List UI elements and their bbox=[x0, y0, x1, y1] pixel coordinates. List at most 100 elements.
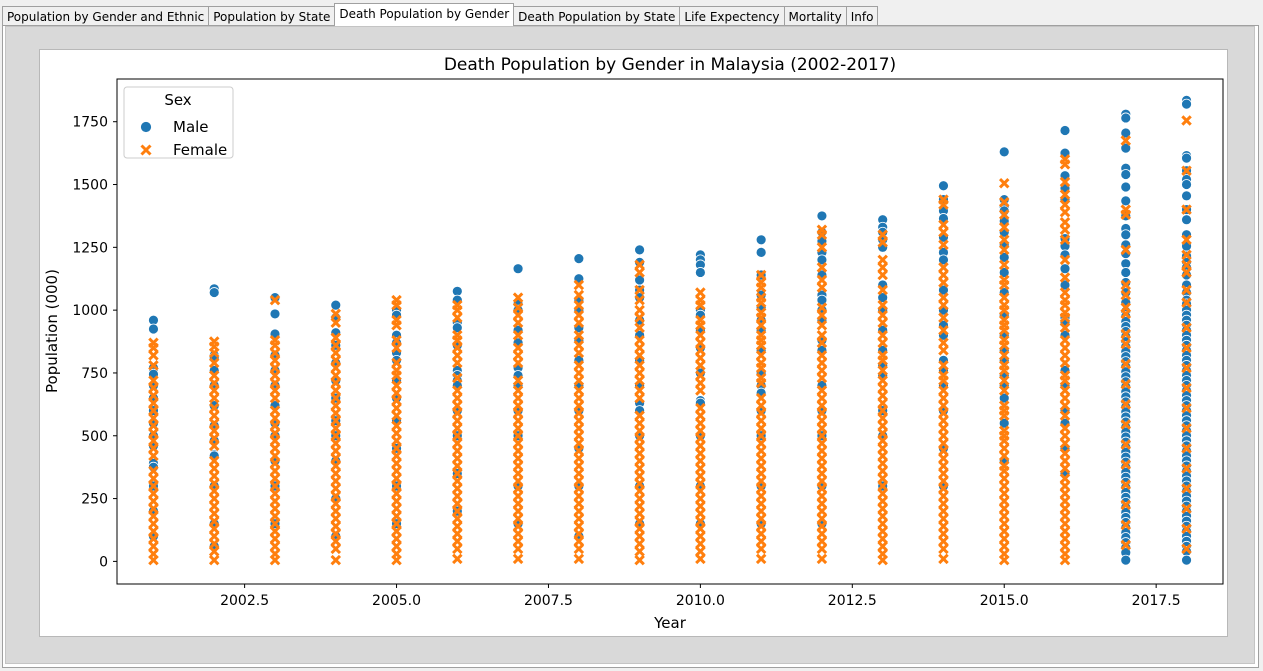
female-point-576 bbox=[1120, 419, 1132, 430]
x-tick-label-5: 2015.0 bbox=[980, 593, 1029, 609]
female-point-567 bbox=[1120, 279, 1132, 291]
male-point-304 bbox=[1181, 152, 1192, 164]
female-point-262 bbox=[634, 375, 645, 386]
female-point-473 bbox=[938, 553, 949, 565]
male-point-134 bbox=[755, 289, 767, 301]
female-point-160 bbox=[452, 372, 463, 384]
female-point-482 bbox=[998, 279, 1010, 291]
plot-area-frame bbox=[116, 78, 1224, 585]
y-tick-label-1: 250 bbox=[81, 492, 108, 508]
female-point-132 bbox=[391, 410, 402, 421]
figure-canvas: Death Population by Gender in Malaysia (… bbox=[5, 26, 1255, 664]
female-point-534 bbox=[1059, 322, 1071, 333]
female-point-437 bbox=[938, 226, 949, 238]
male-point-238 bbox=[1120, 169, 1132, 180]
female-point-517 bbox=[998, 554, 1010, 566]
tab-mortality[interactable]: Mortality bbox=[783, 6, 847, 26]
male-point-222 bbox=[1059, 263, 1071, 275]
tab-population-by-state[interactable]: Population by State bbox=[208, 6, 336, 26]
tab-info[interactable]: Info bbox=[845, 6, 879, 26]
female-point-401 bbox=[877, 299, 888, 311]
female-point-364 bbox=[816, 309, 828, 321]
female-point-478 bbox=[998, 234, 1010, 246]
male-point-169 bbox=[877, 292, 889, 303]
female-point-574 bbox=[1120, 379, 1132, 390]
female-point-41 bbox=[208, 440, 220, 452]
female-point-602 bbox=[1181, 523, 1192, 534]
female-point-472 bbox=[938, 543, 949, 555]
female-point-447 bbox=[938, 345, 949, 356]
male-point-234 bbox=[1120, 112, 1132, 124]
female-point-256 bbox=[634, 322, 645, 333]
female-point-297 bbox=[695, 385, 706, 396]
legend-box bbox=[123, 86, 234, 159]
tab-population-by-gender-and-ethnic[interactable]: Population by Gender and Ethnic bbox=[2, 6, 210, 26]
male-point-31 bbox=[269, 308, 281, 320]
female-point-597 bbox=[1181, 422, 1192, 434]
female-point-565 bbox=[1120, 209, 1132, 220]
female-point-498 bbox=[998, 410, 1010, 421]
female-point-444 bbox=[938, 312, 949, 323]
male-point-184 bbox=[938, 254, 949, 266]
data-points bbox=[148, 94, 1192, 566]
male-point-150 bbox=[816, 254, 828, 266]
male-point-69 bbox=[451, 322, 463, 334]
male-point-310 bbox=[1181, 214, 1192, 226]
female-point-591 bbox=[1181, 297, 1192, 308]
female-point-120 bbox=[391, 299, 402, 311]
female-point-329 bbox=[755, 340, 767, 351]
female-point-578 bbox=[1120, 459, 1132, 470]
female-point-476 bbox=[998, 209, 1010, 220]
female-point-582 bbox=[1120, 539, 1132, 551]
male-point-202 bbox=[998, 251, 1010, 263]
x-tick-label-0: 2002.5 bbox=[220, 593, 269, 609]
female-point-151 bbox=[391, 554, 402, 566]
female-point-443 bbox=[938, 299, 949, 311]
female-point-184 bbox=[512, 292, 524, 303]
female-point-523 bbox=[1059, 206, 1071, 218]
female-point-550 bbox=[1059, 463, 1071, 474]
female-point-154 bbox=[452, 312, 463, 323]
x-tick-label-4: 2012.5 bbox=[828, 593, 877, 609]
female-point-214 bbox=[512, 543, 524, 555]
female-point-284 bbox=[634, 554, 645, 566]
female-point-159 bbox=[452, 357, 463, 369]
male-point-131 bbox=[755, 234, 767, 246]
female-point-3 bbox=[148, 360, 159, 371]
female-point-371 bbox=[816, 372, 828, 384]
female-point-594 bbox=[1181, 362, 1192, 374]
female-point-485 bbox=[998, 304, 1010, 316]
male-point-223 bbox=[1059, 279, 1071, 291]
female-point-543 bbox=[1059, 400, 1071, 411]
female-point-563 bbox=[1120, 135, 1132, 146]
tab-death-population-by-gender[interactable]: Death Population by Gender bbox=[334, 3, 515, 26]
female-point-31 bbox=[208, 357, 220, 369]
female-point-581 bbox=[1120, 519, 1132, 531]
female-point-475 bbox=[998, 196, 1010, 208]
male-point-211 bbox=[998, 392, 1010, 404]
female-point-599 bbox=[1181, 463, 1192, 474]
female-point-396 bbox=[877, 237, 888, 248]
female-point-220 bbox=[573, 317, 585, 328]
female-point-433 bbox=[877, 554, 888, 566]
x-tick-label-3: 2010.0 bbox=[676, 593, 725, 609]
female-point-540 bbox=[1059, 375, 1071, 386]
male-point-247 bbox=[1120, 267, 1132, 278]
female-point-438 bbox=[938, 239, 949, 251]
female-point-124 bbox=[391, 342, 402, 354]
female-point-580 bbox=[1120, 499, 1132, 511]
x-tick-label-1: 2005.0 bbox=[372, 593, 421, 609]
female-point-528 bbox=[1059, 272, 1071, 283]
female-point-251 bbox=[634, 267, 645, 278]
female-point-520 bbox=[1059, 176, 1071, 188]
female-point-408 bbox=[877, 365, 888, 376]
female-point-573 bbox=[1120, 358, 1132, 370]
tab-life-expectency[interactable]: Life Expectency bbox=[679, 6, 785, 26]
male-point-125 bbox=[694, 367, 706, 379]
tab-death-population-by-state[interactable]: Death Population by State bbox=[513, 6, 681, 26]
female-point-252 bbox=[634, 284, 645, 296]
y-tick-label-4: 1000 bbox=[72, 303, 108, 319]
y-tick-label-2: 500 bbox=[81, 429, 108, 445]
tab-bar: Population by Gender and Ethnic Populatio… bbox=[2, 3, 879, 26]
male-point-104 bbox=[634, 257, 646, 268]
